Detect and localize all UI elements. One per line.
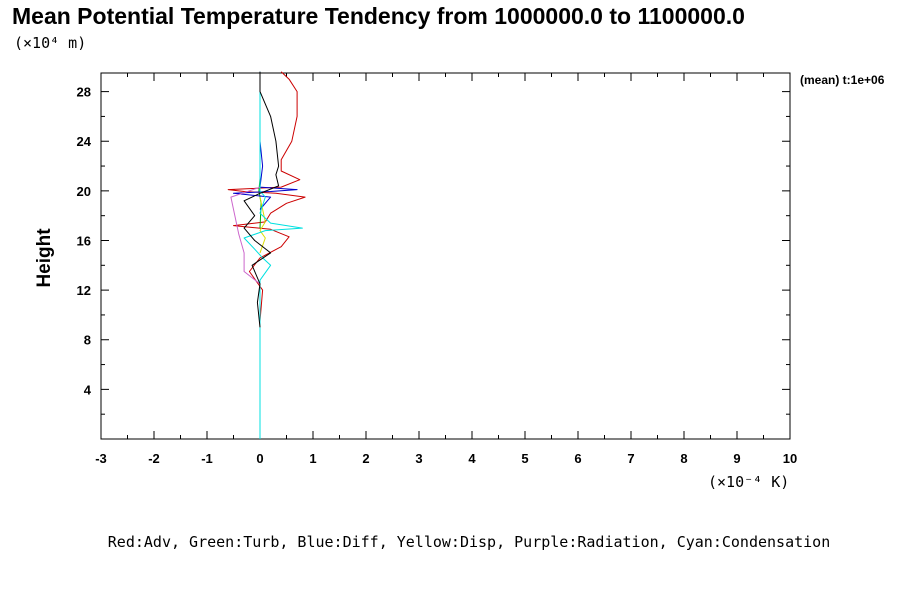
radiation-series-line bbox=[230, 186, 261, 285]
x-tick-label: 4 bbox=[468, 451, 476, 466]
x-tick-label: 5 bbox=[521, 451, 528, 466]
x-tick-label: 8 bbox=[680, 451, 687, 466]
disp-series-line bbox=[259, 196, 266, 254]
y-tick-label: 24 bbox=[77, 134, 92, 149]
x-unit-label: (×10⁻⁴ K) bbox=[708, 473, 789, 491]
x-tick-label: 6 bbox=[574, 451, 581, 466]
x-tick-label: 9 bbox=[733, 451, 740, 466]
y-axis-label: Height bbox=[34, 228, 55, 288]
x-tick-label: -3 bbox=[95, 451, 107, 466]
legend-text: Red:Adv, Green:Turb, Blue:Diff, Yellow:D… bbox=[108, 533, 830, 551]
y-tick-label: 12 bbox=[77, 283, 91, 298]
x-tick-label: 2 bbox=[362, 451, 369, 466]
x-tick-label: 0 bbox=[256, 451, 263, 466]
condensation-series-line bbox=[243, 71, 303, 439]
y-tick-label: 4 bbox=[84, 382, 92, 397]
adv-series-line bbox=[227, 71, 306, 322]
y-unit-label: (×10⁴ m) bbox=[14, 34, 86, 52]
x-tick-label: 1 bbox=[309, 451, 316, 466]
y-tick-label: 20 bbox=[77, 184, 91, 199]
x-tick-label: -1 bbox=[201, 451, 213, 466]
total-series-line bbox=[243, 71, 280, 328]
x-tick-label: 10 bbox=[783, 451, 797, 466]
chart-title: Mean Potential Temperature Tendency from… bbox=[12, 3, 745, 29]
side-label: (mean) t:1e+06 bbox=[800, 73, 885, 87]
y-tick-label: 8 bbox=[84, 333, 91, 348]
x-tick-label: -2 bbox=[148, 451, 160, 466]
x-tick-label: 7 bbox=[627, 451, 634, 466]
y-tick-label: 28 bbox=[77, 85, 91, 100]
plot-frame bbox=[100, 72, 791, 440]
series-lines bbox=[227, 71, 306, 439]
x-tick-label: 3 bbox=[415, 451, 422, 466]
y-tick-label: 16 bbox=[77, 233, 91, 248]
